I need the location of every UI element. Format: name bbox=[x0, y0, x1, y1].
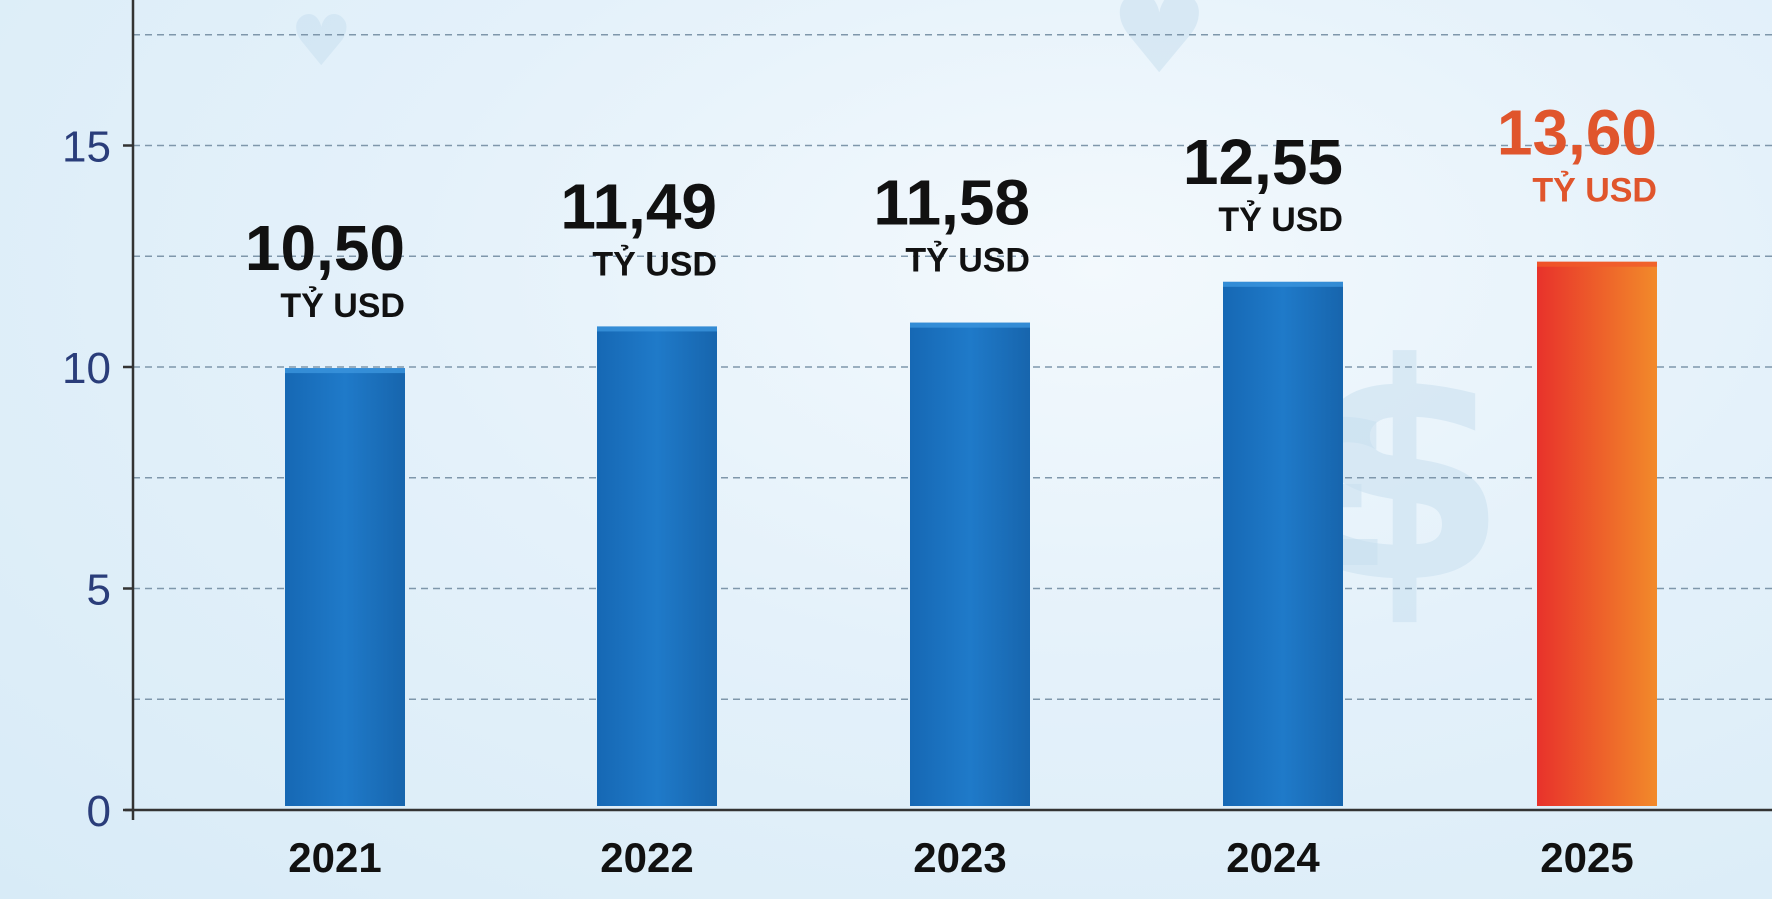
bar-highlight-edge bbox=[1537, 261, 1657, 267]
bar-2023 bbox=[910, 322, 1030, 806]
value-label: 12,55 bbox=[1183, 126, 1343, 198]
bar-highlight-edge bbox=[1223, 281, 1343, 287]
unit-label: TỶ USD bbox=[905, 242, 1030, 280]
unit-label: TỶ USD bbox=[1218, 201, 1343, 239]
x-tick-label: 2021 bbox=[288, 834, 381, 881]
x-tick-label: 2023 bbox=[913, 834, 1006, 881]
bar-2024 bbox=[1223, 281, 1343, 806]
value-label: 10,50 bbox=[245, 212, 405, 284]
y-tick-label: 15 bbox=[62, 123, 111, 172]
bars bbox=[285, 261, 1657, 807]
x-tick-label: 2025 bbox=[1540, 834, 1633, 881]
unit-label: TỶ USD bbox=[280, 287, 405, 325]
value-label: 11,58 bbox=[873, 167, 1030, 239]
unit-label: TỶ USD bbox=[592, 245, 717, 283]
y-tick-label: 10 bbox=[62, 344, 111, 393]
bar-2021 bbox=[285, 368, 405, 806]
axes: 0 5 10 15 bbox=[62, 0, 1772, 836]
y-tick-label: 5 bbox=[87, 566, 111, 615]
bar-2025 bbox=[1537, 261, 1657, 807]
x-tick-label: 2024 bbox=[1226, 834, 1320, 881]
y-tick-label: 0 bbox=[87, 787, 111, 836]
value-label: 13,60 bbox=[1497, 97, 1657, 169]
bar-highlight-edge bbox=[597, 326, 717, 332]
bar-highlight-edge bbox=[910, 322, 1030, 328]
unit-label: TỶ USD bbox=[1532, 172, 1657, 210]
bar-highlight-edge bbox=[285, 368, 405, 374]
value-label: 11,49 bbox=[560, 170, 717, 242]
x-tick-label: 2022 bbox=[600, 834, 693, 881]
bar-2022 bbox=[597, 326, 717, 806]
